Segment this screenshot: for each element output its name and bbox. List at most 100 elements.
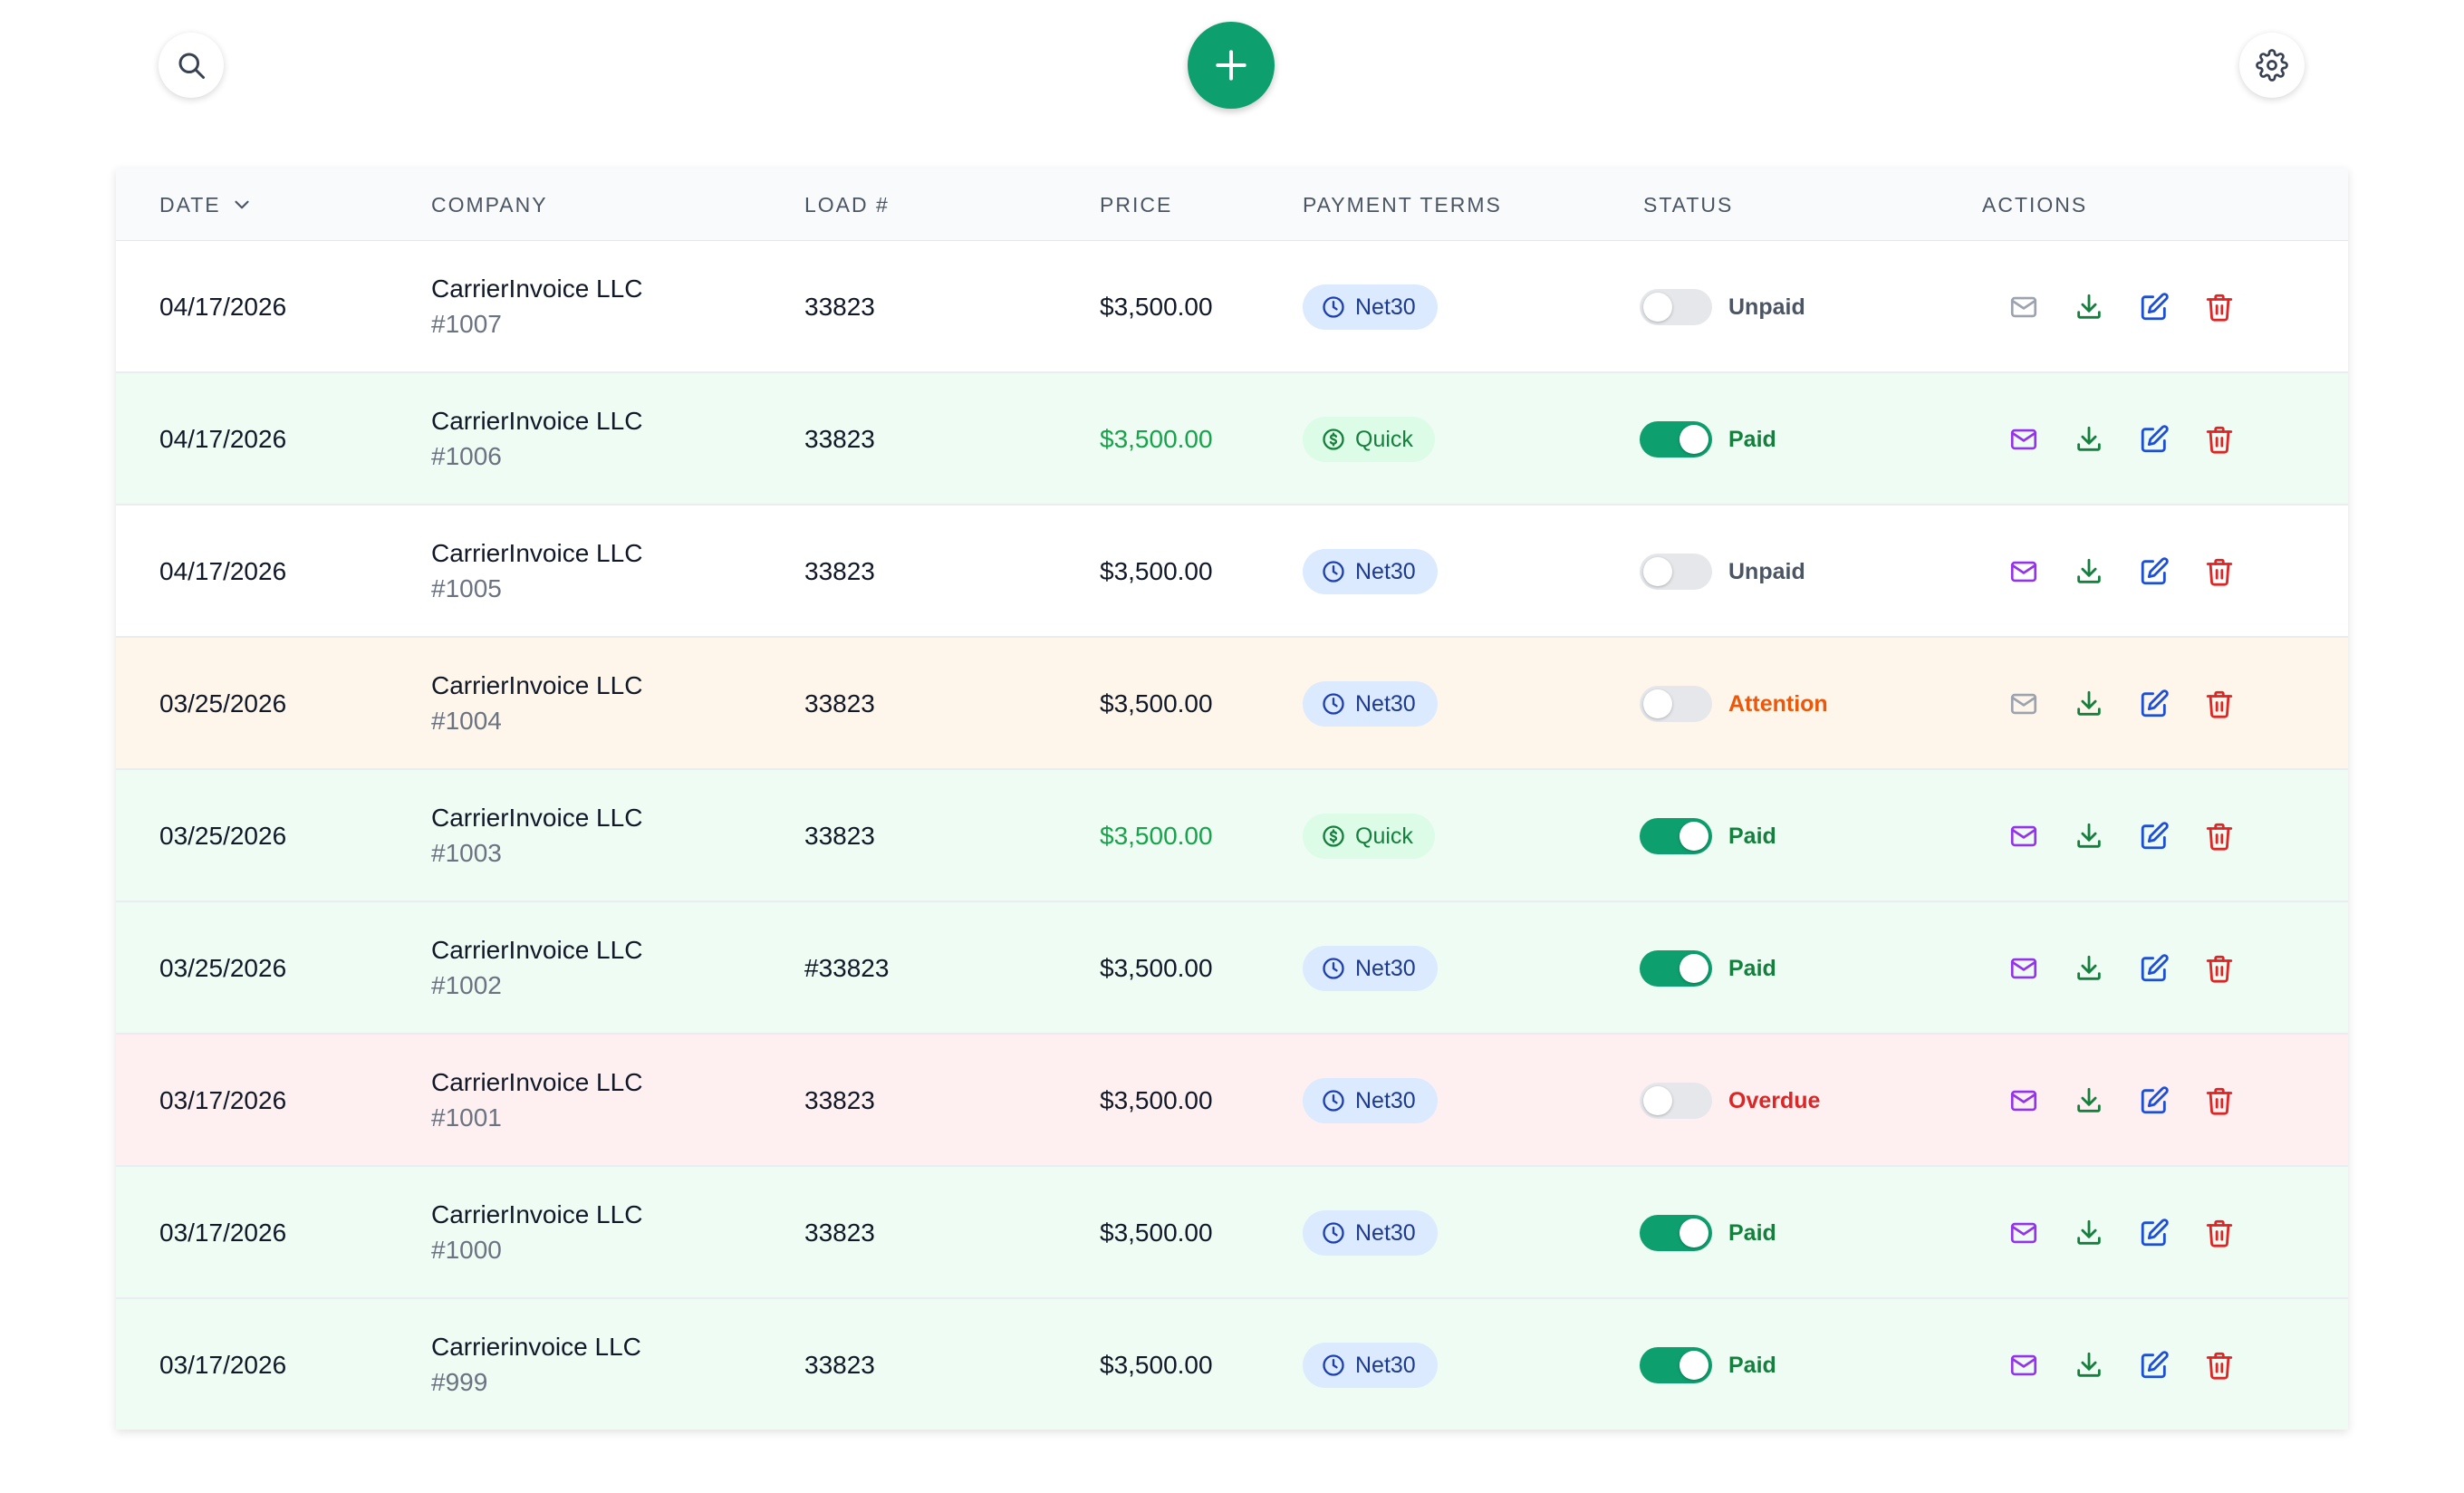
actions-cell bbox=[1991, 770, 2252, 902]
payment-terms-badge: Quick bbox=[1303, 814, 1435, 859]
date-cell: 04/17/2026 bbox=[159, 557, 287, 585]
download-button[interactable] bbox=[2056, 275, 2122, 340]
paid-toggle[interactable] bbox=[1640, 421, 1712, 458]
email-button[interactable] bbox=[1991, 671, 2056, 737]
table-row: 04/17/2026 CarrierInvoice LLC #1005 3382… bbox=[116, 506, 2348, 638]
payment-terms-cell: Net30 bbox=[1303, 1299, 1438, 1430]
clock-icon bbox=[1321, 691, 1346, 717]
paid-toggle[interactable] bbox=[1640, 1347, 1712, 1383]
company-cell: Carrierinvoice LLC #999 bbox=[431, 1299, 641, 1430]
actions-cell bbox=[1991, 1167, 2252, 1299]
column-header-payment-terms: PAYMENT TERMS bbox=[1303, 192, 1502, 217]
trash-icon bbox=[2206, 823, 2233, 851]
toggle-knob bbox=[1680, 954, 1708, 983]
download-button[interactable] bbox=[2056, 1068, 2122, 1133]
paid-toggle[interactable] bbox=[1640, 950, 1712, 987]
payment-terms-badge: Net30 bbox=[1303, 1210, 1438, 1256]
download-button[interactable] bbox=[2056, 671, 2122, 737]
email-button[interactable] bbox=[1991, 539, 2056, 604]
download-button[interactable] bbox=[2056, 1200, 2122, 1266]
load-number: 33823 bbox=[804, 1086, 875, 1114]
edit-button[interactable] bbox=[2122, 407, 2187, 472]
trash-icon bbox=[2206, 1352, 2233, 1380]
delete-button[interactable] bbox=[2187, 539, 2252, 604]
edit-icon bbox=[2141, 954, 2169, 982]
status-cell: Paid bbox=[1640, 1167, 1776, 1299]
edit-button[interactable] bbox=[2122, 275, 2187, 340]
edit-button[interactable] bbox=[2122, 936, 2187, 1001]
paid-toggle[interactable] bbox=[1640, 554, 1712, 590]
invoice-number: #1006 bbox=[431, 442, 502, 470]
clock-icon bbox=[1321, 1220, 1346, 1246]
invoice-number: #1004 bbox=[431, 707, 502, 735]
date-cell: 03/17/2026 bbox=[159, 1351, 287, 1379]
price: $3,500.00 bbox=[1100, 293, 1213, 321]
paid-toggle[interactable] bbox=[1640, 818, 1712, 854]
download-button[interactable] bbox=[2056, 539, 2122, 604]
delete-button[interactable] bbox=[2187, 407, 2252, 472]
edit-button[interactable] bbox=[2122, 671, 2187, 737]
company-name: CarrierInvoice LLC bbox=[431, 539, 643, 567]
date-cell: 04/17/2026 bbox=[159, 425, 287, 453]
toggle-knob bbox=[1643, 689, 1672, 718]
settings-button[interactable] bbox=[2239, 33, 2305, 98]
payment-terms-label: Net30 bbox=[1355, 294, 1416, 320]
trash-icon bbox=[2206, 1087, 2233, 1115]
load-number: 33823 bbox=[804, 822, 875, 850]
paid-toggle[interactable] bbox=[1640, 686, 1712, 722]
payment-terms-label: Net30 bbox=[1355, 1352, 1416, 1378]
download-icon bbox=[2077, 690, 2101, 716]
delete-button[interactable] bbox=[2187, 936, 2252, 1001]
download-button[interactable] bbox=[2056, 936, 2122, 1001]
column-header-status: STATUS bbox=[1643, 192, 1734, 217]
download-icon bbox=[2077, 1087, 2101, 1113]
trash-icon bbox=[2206, 690, 2233, 718]
edit-button[interactable] bbox=[2122, 1200, 2187, 1266]
load-number: 33823 bbox=[804, 293, 875, 321]
actions-cell bbox=[1991, 506, 2252, 638]
download-button[interactable] bbox=[2056, 1333, 2122, 1398]
edit-button[interactable] bbox=[2122, 1068, 2187, 1133]
company-cell: CarrierInvoice LLC #1000 bbox=[431, 1167, 642, 1299]
payment-terms-cell: Net30 bbox=[1303, 1167, 1438, 1299]
delete-button[interactable] bbox=[2187, 804, 2252, 869]
edit-button[interactable] bbox=[2122, 539, 2187, 604]
email-button[interactable] bbox=[1991, 804, 2056, 869]
status-cell: Paid bbox=[1640, 373, 1776, 506]
payment-terms-cell: Net30 bbox=[1303, 506, 1438, 638]
edit-button[interactable] bbox=[2122, 804, 2187, 869]
payment-terms-badge: Quick bbox=[1303, 417, 1435, 462]
edit-icon bbox=[2141, 1086, 2169, 1114]
gear-icon bbox=[2256, 49, 2288, 82]
email-button[interactable] bbox=[1991, 1200, 2056, 1266]
payment-terms-badge: Net30 bbox=[1303, 1078, 1438, 1123]
email-button[interactable] bbox=[1991, 1068, 2056, 1133]
download-button[interactable] bbox=[2056, 407, 2122, 472]
email-button[interactable] bbox=[1991, 407, 2056, 472]
load-number: 33823 bbox=[804, 425, 875, 453]
email-button[interactable] bbox=[1991, 1333, 2056, 1398]
payment-terms-badge: Net30 bbox=[1303, 1343, 1438, 1388]
email-button[interactable] bbox=[1991, 936, 2056, 1001]
delete-button[interactable] bbox=[2187, 1068, 2252, 1133]
paid-toggle[interactable] bbox=[1640, 1083, 1712, 1119]
download-button[interactable] bbox=[2056, 804, 2122, 869]
delete-button[interactable] bbox=[2187, 1200, 2252, 1266]
delete-button[interactable] bbox=[2187, 1333, 2252, 1398]
trash-icon bbox=[2206, 955, 2233, 983]
email-button[interactable] bbox=[1991, 275, 2056, 340]
paid-toggle[interactable] bbox=[1640, 289, 1712, 325]
column-header-date[interactable]: DATE bbox=[159, 169, 254, 241]
edit-button[interactable] bbox=[2122, 1333, 2187, 1398]
add-invoice-button[interactable] bbox=[1188, 22, 1275, 109]
search-button[interactable] bbox=[159, 33, 224, 98]
delete-button[interactable] bbox=[2187, 275, 2252, 340]
download-icon bbox=[2077, 294, 2101, 319]
company-cell: CarrierInvoice LLC #1002 bbox=[431, 902, 642, 1035]
paid-toggle[interactable] bbox=[1640, 1215, 1712, 1251]
edit-icon bbox=[2141, 822, 2169, 850]
table-row: 03/17/2026 CarrierInvoice LLC #1000 3382… bbox=[116, 1167, 2348, 1299]
company-cell: CarrierInvoice LLC #1007 bbox=[431, 241, 642, 373]
delete-button[interactable] bbox=[2187, 671, 2252, 737]
load-number: #33823 bbox=[804, 954, 890, 982]
